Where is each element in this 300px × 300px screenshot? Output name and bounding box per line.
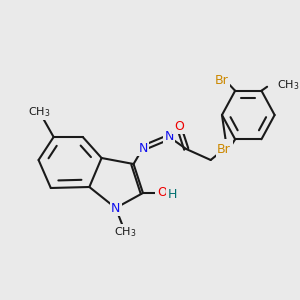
Text: N: N: [165, 130, 174, 143]
Text: CH$_3$: CH$_3$: [28, 105, 51, 119]
Text: O: O: [222, 140, 232, 154]
Text: H: H: [167, 188, 177, 200]
Text: Br: Br: [217, 143, 231, 156]
Text: Br: Br: [215, 74, 229, 87]
Text: CH$_3$: CH$_3$: [277, 78, 299, 92]
Text: O: O: [174, 119, 184, 133]
Text: N: N: [111, 202, 120, 214]
Text: N: N: [138, 142, 148, 154]
Text: O: O: [157, 187, 167, 200]
Text: CH$_3$: CH$_3$: [114, 225, 136, 239]
